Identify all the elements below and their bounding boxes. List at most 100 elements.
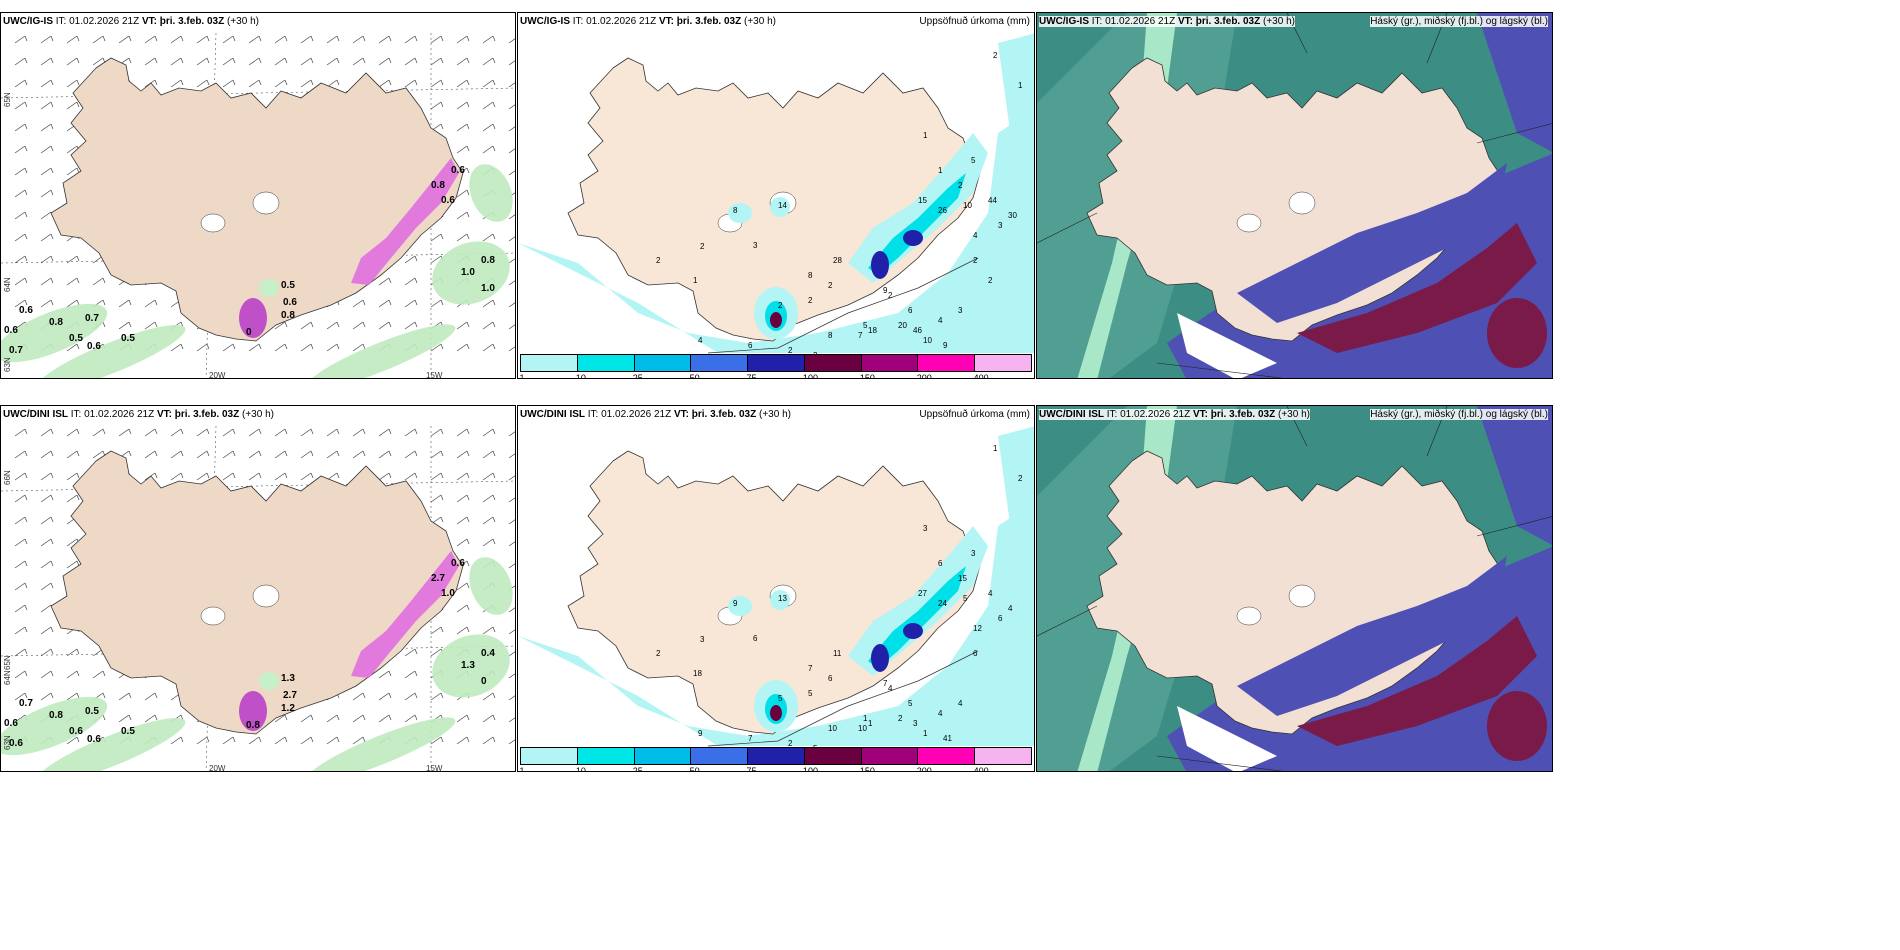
wind-barb (378, 321, 392, 330)
precip-value-label: 4 (698, 336, 703, 345)
mid-cloud-area (1477, 13, 1552, 152)
shelf-contour (707, 257, 979, 354)
wind-barb (170, 736, 184, 745)
wind-barb (14, 626, 28, 635)
precip-area (770, 590, 790, 610)
panel-field-label: Háský (gr.), miðský (fj.bl.) og lágský (… (1370, 409, 1548, 420)
gust-area (36, 717, 186, 771)
wind-barb (144, 35, 158, 44)
wind-barb (456, 145, 470, 154)
precip-value-label: 2 (788, 739, 793, 748)
panel-field-label: Uppsöfnuð úrkoma (mm) (919, 409, 1030, 420)
wind-barb (326, 450, 340, 459)
wind-barb (404, 714, 418, 723)
wind-barb (40, 255, 54, 264)
wind-barb (222, 736, 236, 745)
wind-barb (326, 714, 340, 723)
wind-barb (404, 670, 418, 679)
wind-barb (456, 428, 470, 437)
wind-barb (274, 343, 288, 352)
legend-tick-label: 150 (859, 766, 875, 772)
legend-swatch (918, 355, 976, 371)
precip-area (770, 705, 782, 721)
gust-value-label: 0.6 (4, 325, 18, 336)
precip-area (518, 109, 1034, 353)
wind-barb (352, 692, 366, 701)
legend-tick-label: 200 (916, 766, 932, 772)
precip-value-label: 4 (938, 709, 943, 718)
wind-barb (352, 428, 366, 437)
wind-barb (508, 258, 515, 264)
wind-barb (144, 450, 158, 459)
wind-barb (196, 472, 210, 481)
precip-area (848, 526, 988, 676)
wind-barb (430, 79, 444, 88)
precip-value-label: 7 (748, 734, 753, 743)
precip-value-label: 1 (1018, 81, 1023, 90)
gust-value-label: 1.3 (461, 660, 475, 671)
legend-swatch (861, 748, 919, 764)
wind-barb (456, 450, 470, 459)
gust-area (306, 324, 456, 378)
precip-value-label: 6 (938, 559, 943, 568)
precip-area (871, 251, 889, 279)
wind-barb (274, 35, 288, 44)
wind-barb (40, 233, 54, 242)
wind-barb (66, 343, 80, 352)
wind-barb (248, 57, 262, 66)
wind-barb (300, 35, 314, 44)
wind-barb (14, 211, 28, 220)
panel-top-middle-precip-map: UWC/IG-IS IT: 01.02.2026 21Z VT: þri. 3.… (517, 12, 1035, 379)
precip-value-label: 15 (958, 574, 967, 583)
wind-barb (456, 189, 470, 198)
wind-barb (430, 472, 444, 481)
high-cloud-area (1297, 223, 1537, 353)
wind-barb (508, 280, 515, 286)
wind-barb (196, 343, 210, 352)
axis-label: 15W (426, 371, 443, 379)
wind-barb (14, 648, 28, 657)
wind-barb (222, 472, 236, 481)
legend-swatch (634, 748, 692, 764)
high-cloud-area (1487, 298, 1547, 368)
precip-value-label: 6 (748, 341, 753, 350)
wind-barb (430, 343, 444, 352)
wind-barb (378, 35, 392, 44)
legend-tick-label: 1 (519, 766, 525, 772)
wind-barb (40, 648, 54, 657)
precip-area (998, 426, 1034, 565)
wind-barb (40, 145, 54, 154)
precip-value-label: 3 (998, 221, 1003, 230)
legend-tick-label: 25 (632, 766, 643, 772)
precip-value-label: 7 (858, 331, 863, 340)
axis-label: 64N (3, 670, 12, 685)
wind-barb (508, 236, 515, 242)
gust-value-label: 0.7 (85, 313, 99, 324)
wind-barb (14, 101, 28, 110)
wind-barb (404, 450, 418, 459)
panel-field-label: Háský (gr.), miðský (fj.bl.) og lágský (… (1370, 16, 1548, 27)
wind-barb (482, 145, 496, 154)
panel-bottom-left-wind-map: UWC/DINI ISL IT: 01.02.2026 21Z VT: þri.… (0, 405, 516, 772)
wind-barb (482, 123, 496, 132)
gust-area (306, 717, 456, 771)
precip-value-label: 44 (988, 196, 997, 205)
wind-barb (456, 494, 470, 503)
precip-value-label: 6 (753, 634, 758, 643)
wind-barb (300, 714, 314, 723)
gust-value-label: 2.7 (431, 573, 445, 584)
wind-barb (66, 472, 80, 481)
wind-barb (14, 428, 28, 437)
panel-title: UWC/IG-IS IT: 01.02.2026 21Z VT: þri. 3.… (1039, 16, 1295, 27)
wind-barb (326, 57, 340, 66)
precip-value-label: 6 (998, 614, 1003, 623)
wind-barb (66, 692, 80, 701)
wind-barb (40, 167, 54, 176)
wind-barb (274, 472, 288, 481)
wind-barb (144, 57, 158, 66)
precip-value-label: 5 (778, 694, 783, 703)
wind-barb (118, 714, 132, 723)
gust-area (469, 557, 513, 615)
wind-barb (378, 79, 392, 88)
axis-label: 63N (3, 735, 12, 750)
